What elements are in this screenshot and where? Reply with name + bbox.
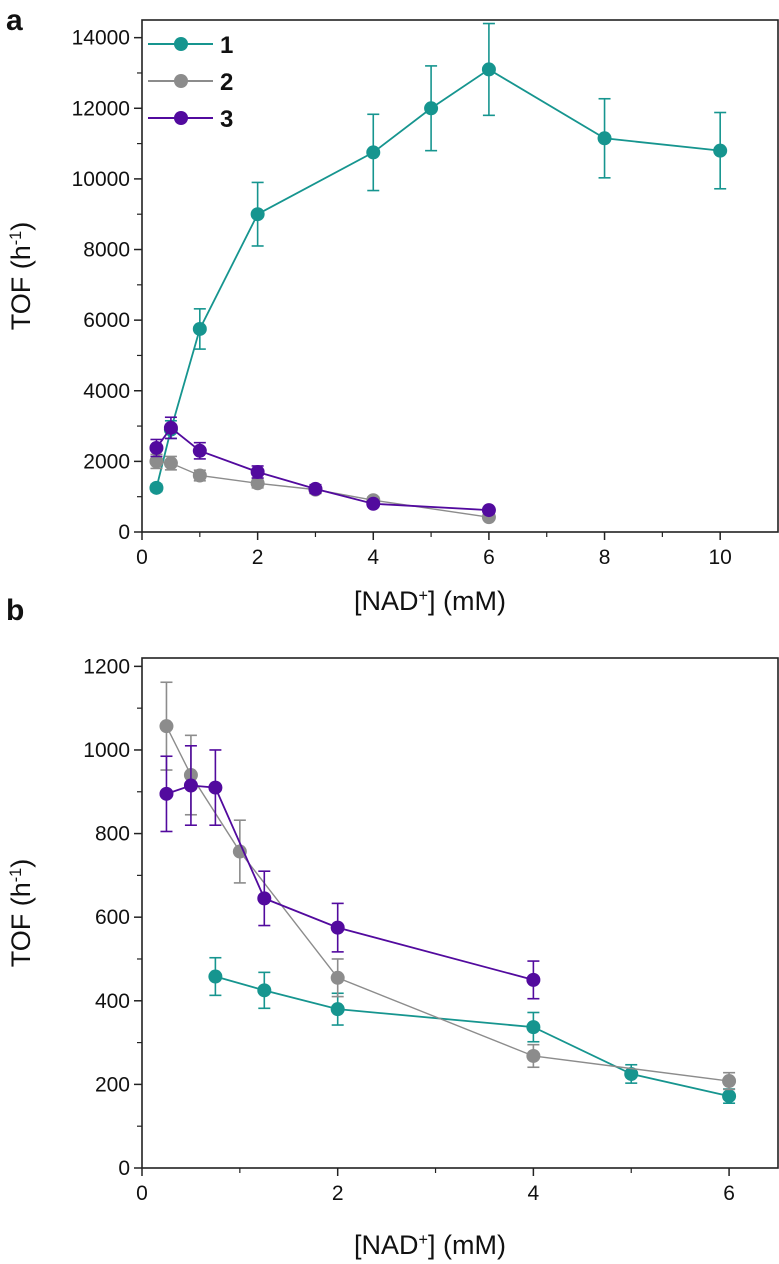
y-tick-label: 800 [95, 823, 130, 846]
series-1-point [257, 983, 272, 998]
legend-label: 1 [220, 32, 233, 59]
series-2-point [526, 1048, 541, 1063]
x-tick-label: 4 [528, 1182, 540, 1205]
series-3-point [159, 786, 174, 801]
x-axis-label-rest: ] (mM) [428, 586, 506, 616]
x-axis-label-main: [NAD [354, 1230, 419, 1260]
x-tick-label: 2 [252, 546, 264, 569]
series-3-point [163, 420, 178, 435]
series-1-point [526, 1020, 541, 1035]
series-1-point [722, 1089, 737, 1104]
x-tick-label: 6 [723, 1182, 735, 1205]
y-tick-label: 0 [118, 1157, 130, 1180]
series-3-point [526, 972, 541, 987]
series-1-point [481, 62, 496, 77]
series-1-point [424, 101, 439, 116]
series-1-point [330, 1002, 345, 1017]
x-tick-label: 8 [599, 546, 611, 569]
y-axis-label-rest: ) [6, 859, 36, 868]
series-3-point [149, 440, 164, 455]
series-2-point [159, 719, 174, 734]
y-axis-label: TOF (h-1) [6, 859, 36, 967]
x-tick-label: 0 [136, 546, 148, 569]
series-3-line [155, 426, 489, 512]
x-axis-label: [NAD+] (mM) [354, 586, 506, 616]
series-2-point [149, 454, 164, 469]
series-2-point [250, 476, 265, 491]
series-1-point [713, 143, 728, 158]
y-tick-label: 8000 [83, 239, 130, 262]
y-tick-label: 1200 [83, 655, 130, 678]
series-1-point [624, 1066, 639, 1081]
series-3-point [208, 780, 223, 795]
y-tick-label: 1000 [83, 739, 130, 762]
series-2-line [165, 725, 730, 1082]
legend-marker [174, 74, 188, 88]
y-axis-label-rest: ) [6, 222, 36, 231]
x-tick-label: 2 [332, 1182, 344, 1205]
x-axis-label-rest: ] (mM) [428, 1230, 506, 1260]
y-tick-label: 14000 [72, 27, 130, 50]
y-tick-label: 2000 [83, 450, 130, 473]
series-1-line [155, 68, 721, 489]
y-axis-label: TOF (h-1) [6, 222, 36, 330]
y-tick-label: 0 [118, 521, 130, 544]
series-2-point [192, 468, 207, 483]
legend-label: 3 [220, 106, 233, 133]
series-3-point [183, 778, 198, 793]
x-axis-label-sup: + [419, 587, 428, 605]
x-tick-label: 4 [367, 546, 379, 569]
series-3-point [481, 503, 496, 518]
x-tick-label: 0 [136, 1182, 148, 1205]
y-tick-label: 400 [95, 990, 130, 1013]
y-tick-label: 4000 [83, 380, 130, 403]
series-1-point [250, 207, 265, 222]
series-3-point [192, 443, 207, 458]
y-axis-label-sup: -1 [7, 868, 25, 882]
series-2-point [330, 970, 345, 985]
x-axis-label-main: [NAD [354, 586, 419, 616]
y-axis-label-main: TOF (h [6, 882, 36, 967]
y-axis-label-sup: -1 [7, 231, 25, 245]
y-tick-label: 6000 [83, 309, 130, 332]
series-3-line [166, 784, 534, 981]
series-2-point [722, 1074, 737, 1089]
series-2-point [163, 456, 178, 471]
series-3-point [366, 496, 381, 511]
series-1-point [366, 145, 381, 160]
y-tick-label: 200 [95, 1073, 130, 1096]
y-axis-label-main: TOF (h [6, 245, 36, 330]
series-3-point [330, 920, 345, 935]
series-1-point [208, 969, 223, 984]
x-tick-label: 10 [709, 546, 732, 569]
series-3-point [250, 464, 265, 479]
panel-label: a [6, 4, 23, 37]
series-1-point [192, 321, 207, 336]
series-3-point [257, 891, 272, 906]
legend-label: 2 [220, 69, 233, 96]
legend-marker [174, 37, 188, 51]
series-1-point [149, 480, 164, 495]
y-tick-label: 10000 [72, 168, 130, 191]
x-axis-label-sup: + [419, 1231, 428, 1249]
y-tick-label: 600 [95, 906, 130, 929]
series-1-point [597, 131, 612, 146]
plot-frame [141, 19, 779, 533]
y-tick-label: 12000 [72, 97, 130, 120]
x-axis-label: [NAD+] (mM) [354, 1230, 506, 1260]
panel-label: b [6, 594, 24, 627]
series-1-line [215, 975, 730, 1097]
series-2-point [232, 844, 247, 859]
series-2-line [156, 460, 490, 518]
legend-marker [174, 111, 188, 125]
series-3-point [308, 481, 323, 496]
x-tick-label: 6 [483, 546, 495, 569]
plot-frame [141, 657, 779, 1169]
